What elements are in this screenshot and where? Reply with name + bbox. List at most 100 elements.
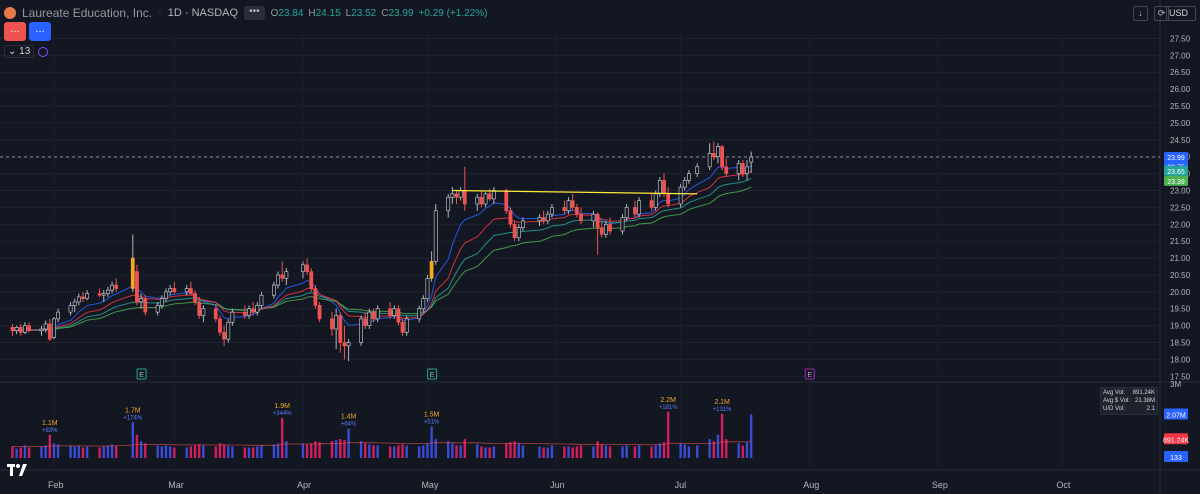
candle-body[interactable]: [487, 193, 492, 200]
candle-body[interactable]: [159, 298, 164, 306]
candle-body[interactable]: [164, 291, 168, 299]
candle-body[interactable]: [562, 207, 567, 212]
candle-body[interactable]: [425, 278, 430, 299]
candle-body[interactable]: [724, 166, 729, 174]
candle-body[interactable]: [226, 321, 231, 340]
candle-body[interactable]: [716, 146, 720, 157]
candle-body[interactable]: [247, 308, 251, 316]
candle-body[interactable]: [27, 325, 31, 331]
candle-body[interactable]: [68, 305, 73, 313]
candle-body[interactable]: [242, 311, 247, 316]
candle-body[interactable]: [342, 342, 347, 347]
candle-body[interactable]: [18, 327, 23, 333]
candle-body[interactable]: [72, 301, 77, 306]
candle-body[interactable]: [483, 193, 488, 205]
candle-body[interactable]: [736, 163, 741, 174]
candle-body[interactable]: [707, 153, 712, 168]
candle-body[interactable]: [363, 318, 368, 326]
candle-body[interactable]: [479, 196, 484, 205]
candle-body[interactable]: [114, 284, 119, 289]
candle-body[interactable]: [14, 327, 19, 331]
candle-body[interactable]: [450, 193, 455, 198]
candle-body[interactable]: [745, 166, 749, 174]
candle-body[interactable]: [276, 274, 280, 286]
candle-body[interactable]: [599, 227, 604, 235]
candle-body[interactable]: [545, 213, 550, 222]
candle-body[interactable]: [313, 288, 318, 306]
sell-button[interactable]: ...: [4, 22, 26, 41]
candle-body[interactable]: [76, 296, 81, 303]
candle-body[interactable]: [359, 318, 363, 343]
candle-body[interactable]: [392, 308, 397, 316]
candle-body[interactable]: [375, 308, 380, 320]
candle-body[interactable]: [330, 318, 334, 330]
candle-body[interactable]: [595, 213, 600, 228]
candle-body[interactable]: [574, 207, 579, 215]
candle-body[interactable]: [101, 293, 106, 296]
candle-body[interactable]: [85, 293, 90, 299]
candle-body[interactable]: [579, 213, 583, 222]
indicator-icon[interactable]: [38, 46, 49, 57]
symbol-name[interactable]: Laureate Education, Inc.: [22, 6, 153, 20]
candle-body[interactable]: [305, 264, 310, 272]
candle-body[interactable]: [97, 293, 102, 296]
candle-body[interactable]: [417, 308, 422, 320]
candle-body[interactable]: [520, 220, 525, 228]
more-options-button[interactable]: •••: [244, 6, 265, 20]
candle-body[interactable]: [396, 308, 401, 323]
candle-body[interactable]: [682, 180, 687, 188]
candle-body[interactable]: [591, 213, 596, 222]
candle-body[interactable]: [429, 261, 434, 279]
candle-body[interactable]: [653, 193, 658, 208]
candle-body[interactable]: [516, 227, 521, 239]
candle-body[interactable]: [462, 190, 467, 205]
candle-body[interactable]: [338, 315, 343, 343]
candle-body[interactable]: [284, 271, 289, 279]
trendline[interactable]: [452, 189, 698, 195]
candle-body[interactable]: [189, 288, 193, 294]
candle-body[interactable]: [106, 289, 110, 294]
currency-select[interactable]: USD: [1166, 6, 1196, 21]
candle-body[interactable]: [603, 223, 608, 235]
candle-body[interactable]: [388, 308, 393, 316]
candle-body[interactable]: [662, 180, 666, 195]
candle-body[interactable]: [458, 190, 463, 198]
candle-body[interactable]: [47, 323, 52, 340]
candle-body[interactable]: [251, 308, 256, 313]
candle-body[interactable]: [695, 166, 700, 174]
candle-body[interactable]: [56, 311, 61, 320]
candle-body[interactable]: [720, 146, 725, 168]
candle-body[interactable]: [130, 257, 135, 289]
candle-body[interactable]: [172, 288, 177, 293]
candle-body[interactable]: [475, 196, 480, 205]
candle-body[interactable]: [566, 200, 571, 212]
candle-body[interactable]: [271, 284, 276, 296]
candle-body[interactable]: [421, 298, 426, 310]
candle-body[interactable]: [367, 311, 372, 326]
candle-body[interactable]: [624, 207, 629, 218]
indicators-toggle-button[interactable]: ⌄ 13: [4, 45, 35, 58]
candle-body[interactable]: [10, 327, 15, 331]
candle-body[interactable]: [608, 223, 612, 232]
candle-body[interactable]: [711, 153, 716, 157]
candle-body[interactable]: [649, 200, 654, 208]
candle-body[interactable]: [309, 271, 314, 289]
candle-body[interactable]: [52, 318, 56, 338]
candle-body[interactable]: [197, 301, 202, 316]
candle-body[interactable]: [454, 193, 459, 198]
buy-button[interactable]: ...: [29, 22, 51, 41]
candle-body[interactable]: [512, 223, 517, 239]
candle-body[interactable]: [620, 217, 625, 232]
candle-body[interactable]: [155, 305, 160, 313]
candle-body[interactable]: [317, 305, 322, 320]
candle-body[interactable]: [446, 196, 451, 212]
candle-body[interactable]: [541, 217, 546, 222]
candle-body[interactable]: [740, 163, 745, 174]
candle-body[interactable]: [686, 173, 691, 181]
candle-body[interactable]: [301, 264, 305, 272]
candle-body[interactable]: [657, 180, 662, 195]
candle-body[interactable]: [218, 318, 222, 333]
candle-body[interactable]: [39, 328, 44, 331]
candle-body[interactable]: [110, 284, 114, 291]
